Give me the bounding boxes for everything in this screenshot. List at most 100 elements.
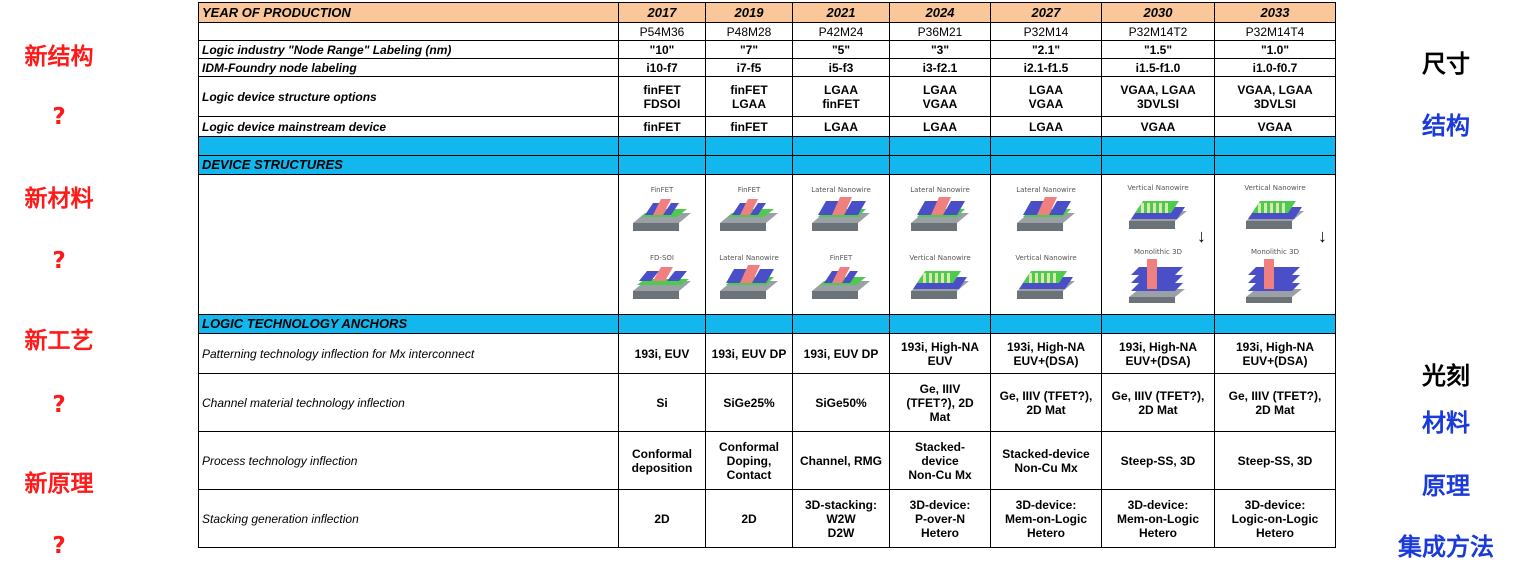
cell-line: 2D (654, 511, 670, 526)
right-label-structure: 结构 (1422, 112, 1470, 140)
left-label-new-principle: 新原理 (24, 471, 94, 497)
vertical-nanowire-icon (1129, 201, 1187, 229)
cell-line: Doping, (726, 453, 772, 468)
header-label: YEAR OF PRODUCTION (198, 2, 619, 23)
table-cell: Ge, IIIV (TFET?), 2D Mat (1214, 373, 1336, 432)
cell-line: 193i, EUV DP (803, 346, 879, 361)
code-cell: P32M14T2 (1101, 22, 1215, 41)
device-cell: Lateral Nanowire Vertical Nanowire (990, 174, 1102, 315)
table-cell: 3D-device: Mem-on-Logic Hetero (1101, 489, 1215, 548)
left-label-new-material: 新材料 (24, 186, 94, 212)
right-label-size: 尺寸 (1422, 50, 1470, 78)
cell-line: LGAA (824, 82, 858, 97)
device-structures-row: FinFET FD-SOI FinFET Lateral Nanowire La… (198, 174, 1336, 315)
table-cell: SiGe25% (705, 373, 793, 432)
cell-line: Logic-on-Logic (1231, 511, 1319, 526)
device-caption: Lateral Nanowire (811, 186, 871, 194)
table-cell: "2.1" (990, 40, 1102, 59)
device-caption: Vertical Nanowire (1127, 184, 1189, 192)
cell-line: 3D-device: (1244, 497, 1306, 512)
cell-line: Mem-on-Logic (1117, 511, 1199, 526)
cell-line: VGAA (1028, 96, 1064, 111)
table-cell: VGAA, LGAA 3DVLSI (1214, 76, 1336, 117)
cell-line: Stacked-device (1002, 446, 1090, 461)
table-cell: 3D-device: Mem-on-Logic Hetero (990, 489, 1102, 548)
lateral-nanowire-icon (911, 197, 969, 231)
device-structures-header-row: DEVICE STRUCTURES (198, 155, 1336, 175)
cell-line: 3DVLSI (1136, 96, 1179, 111)
cell-line: 2D Mat (1255, 402, 1295, 417)
cell-line: EUV+(DSA) (1013, 353, 1079, 368)
roadmap-table: YEAR OF PRODUCTION 2017 2019 2021 2024 2… (198, 2, 1336, 548)
cell-line: Hetero (1255, 525, 1294, 540)
cell-line: 3D-stacking: (804, 497, 878, 512)
row-label: Logic device structure options (198, 76, 619, 117)
header-row: YEAR OF PRODUCTION 2017 2019 2021 2024 2… (198, 2, 1336, 23)
cell-line: Ge, IIIV (TFET?), (999, 388, 1093, 403)
table-cell: finFET LGAA (705, 76, 793, 117)
cell-line: D2W (827, 525, 855, 540)
table-cell: Steep-SS, 3D (1214, 431, 1336, 490)
table-cell: LGAA (990, 116, 1102, 137)
cell-line: VGAA, LGAA (1120, 82, 1196, 97)
anchors-header-row: LOGIC TECHNOLOGY ANCHORS (198, 314, 1336, 334)
table-cell: i1.5-f1.0 (1101, 58, 1215, 77)
cell-line: Ge, IIIV (TFET?), (1228, 388, 1322, 403)
device-cell: Lateral Nanowire FinFET (792, 174, 890, 315)
cell-line: Conformal (719, 439, 779, 454)
cell-line: Ge, IIIV (919, 381, 961, 396)
blank-cell (1214, 155, 1336, 175)
device-caption: FD-SOI (650, 254, 674, 262)
cell-line: Hetero (920, 525, 959, 540)
year-cell: 2024 (889, 2, 991, 23)
code-cell: P42M24 (792, 22, 890, 41)
table-cell: 193i, EUV DP (792, 333, 890, 374)
table-cell: VGAA (1214, 116, 1336, 137)
table-cell: 3D-device: Logic-on-Logic Hetero (1214, 489, 1336, 548)
blank-cell (1214, 136, 1336, 156)
code-cell: P48M28 (705, 22, 793, 41)
table-cell: VGAA, LGAA 3DVLSI (1101, 76, 1215, 117)
table-cell: 3D-device: P-over-N Hetero (889, 489, 991, 548)
cell-line: EUV+(DSA) (1125, 353, 1191, 368)
device-caption: Monolithic 3D (1251, 248, 1299, 256)
right-label-lithography: 光刻 (1422, 362, 1470, 390)
vertical-nanowire-icon (911, 271, 969, 299)
table-cell: 2D (618, 489, 706, 548)
device-caption: Vertical Nanowire (1244, 184, 1306, 192)
table-cell: Conformal Doping, Contact (705, 431, 793, 490)
monolithic-3d-icon (1246, 259, 1302, 303)
lateral-nanowire-icon (720, 265, 778, 299)
patterning-row: Patterning technology inflection for Mx … (198, 333, 1336, 374)
device-cell: Lateral Nanowire Vertical Nanowire (889, 174, 991, 315)
table-cell: Stacked-device Non-Cu Mx (990, 431, 1102, 490)
table-cell: i2.1-f1.5 (990, 58, 1102, 77)
device-caption: Lateral Nanowire (910, 186, 970, 194)
cell-line: (TFET?), 2D (906, 395, 974, 410)
year-cell: 2019 (705, 2, 793, 23)
table-cell: 2D (705, 489, 793, 548)
table-cell: "7" (705, 40, 793, 59)
table-cell: i1.0-f0.7 (1214, 58, 1336, 77)
arrow-down-icon: ↓ (1197, 225, 1206, 246)
blank-cell (990, 314, 1102, 334)
row-label: Logic device mainstream device (198, 116, 619, 137)
stacking-row: Stacking generation inflection 2D 2D 3D-… (198, 489, 1336, 548)
row-label: IDM-Foundry node labeling (198, 58, 619, 77)
right-label-material: 材料 (1422, 409, 1470, 437)
left-label-question-2: ? (52, 248, 66, 274)
device-caption: Monolithic 3D (1134, 248, 1182, 256)
cell-line: 193i, EUV DP (711, 346, 787, 361)
right-label-integration: 集成方法 (1398, 533, 1494, 561)
row-label: Logic industry "Node Range" Labeling (nm… (198, 40, 619, 59)
lateral-nanowire-icon (1017, 197, 1075, 231)
table-cell: 193i, EUV DP (705, 333, 793, 374)
device-cell: Vertical Nanowire Monolithic 3D ↓ (1214, 174, 1336, 315)
blank-cell (618, 314, 706, 334)
table-cell: i5-f3 (792, 58, 890, 77)
table-cell: 3D-stacking: W2W D2W (792, 489, 890, 548)
cell-line: Stacked- (914, 439, 966, 454)
blank-cell (705, 136, 793, 156)
cell-line: 193i, High-NA (1235, 339, 1314, 354)
vertical-nanowire-icon (1246, 201, 1304, 229)
